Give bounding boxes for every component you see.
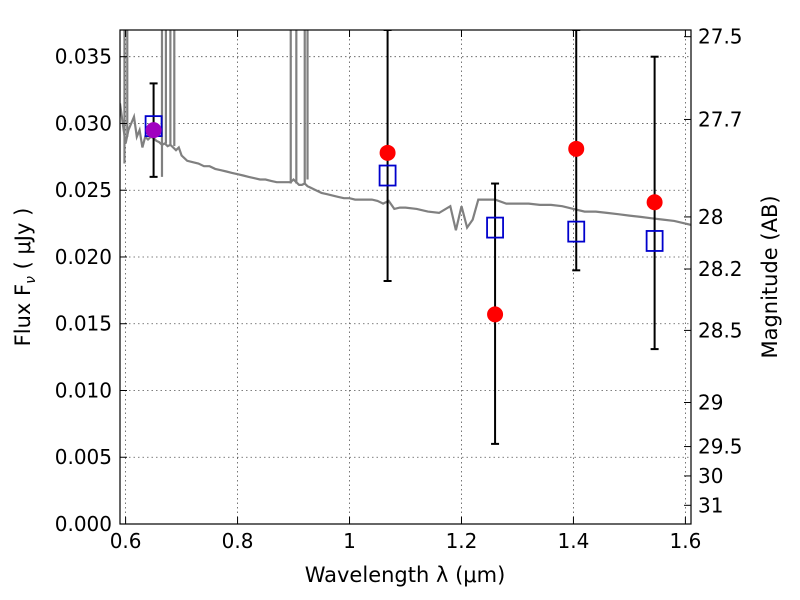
y-tick-label: 0.010 bbox=[55, 378, 112, 402]
y2-tick-label: 28 bbox=[698, 205, 723, 229]
x-tick-label: 1.4 bbox=[558, 529, 590, 553]
x-tick-label: 1.2 bbox=[446, 529, 478, 553]
y2-tick-label: 31 bbox=[698, 493, 723, 517]
x-tick-label: 1.6 bbox=[669, 529, 701, 553]
y-tick-label: 0.025 bbox=[55, 178, 112, 202]
y2-tick-label: 29 bbox=[698, 391, 723, 415]
observed-point bbox=[487, 306, 504, 323]
y-axis-title-main: Flux F bbox=[11, 284, 35, 346]
plot-frame bbox=[119, 29, 692, 525]
model-photometry-squares bbox=[144, 115, 664, 252]
y2-tick-label: 28.5 bbox=[698, 318, 743, 342]
y-axis-title: Flux Fν ( μJy ) bbox=[11, 208, 39, 347]
y-tick-label: 0.000 bbox=[55, 512, 112, 536]
y-axis-title-unit: ( μJy ) bbox=[11, 208, 35, 276]
x-tick-label: 0.6 bbox=[110, 529, 142, 553]
y2-tick-label: 28.2 bbox=[698, 257, 743, 281]
x-tick-label: 0.8 bbox=[222, 529, 254, 553]
observed-point bbox=[568, 140, 585, 157]
y-tick-label: 0.020 bbox=[55, 245, 112, 269]
observed-point bbox=[646, 194, 663, 211]
y2-tick-label: 29.5 bbox=[698, 435, 743, 459]
observed-points bbox=[145, 122, 663, 323]
y-tick-label: 0.005 bbox=[55, 445, 112, 469]
model-photometry-square bbox=[645, 230, 664, 252]
y2-tick-label: 30 bbox=[698, 464, 723, 488]
model-spectrum-line bbox=[120, 103, 691, 231]
grid-lines bbox=[120, 30, 691, 525]
y-axis-title-subscript: ν bbox=[23, 276, 39, 284]
observed-point bbox=[145, 122, 162, 139]
axis-ticks: 0.6 0.8 1 1.2 1.4 1.6 0.000 0.005 0.010 0.015 0.02… bbox=[55, 25, 743, 553]
error-bars bbox=[149, 30, 659, 445]
y2-tick-label: 27.7 bbox=[698, 107, 743, 131]
model-photometry-square bbox=[567, 220, 586, 243]
y-tick-label: 0.035 bbox=[55, 45, 112, 69]
model-photometry-square bbox=[486, 216, 504, 239]
y2-axis-title: Magnitude (AB) bbox=[758, 195, 782, 358]
x-tick-label: 1 bbox=[343, 529, 356, 553]
y-tick-label: 0.015 bbox=[55, 312, 112, 336]
observed-point bbox=[379, 144, 396, 161]
model-spectrum bbox=[120, 30, 691, 231]
x-axis-title: Wavelength λ (μm) bbox=[305, 563, 506, 587]
model-photometry-square bbox=[378, 164, 397, 187]
y2-tick-label: 27.5 bbox=[698, 25, 743, 49]
y-tick-label: 0.030 bbox=[55, 111, 112, 135]
